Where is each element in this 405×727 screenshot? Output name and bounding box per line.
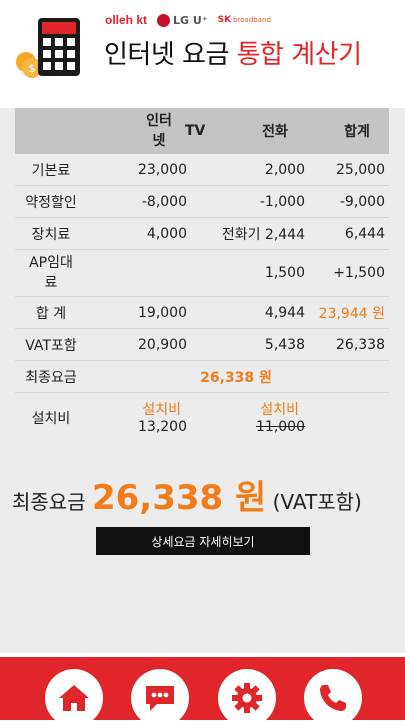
cell-tv: 4,000 bbox=[146, 225, 187, 242]
row-label: AP임대료 bbox=[29, 255, 73, 291]
final-fee-row: 최종요금 26,338 원 bbox=[15, 361, 389, 393]
table-row: AP임대료 1,500 +1,500 bbox=[15, 250, 389, 297]
cell-tv: -8,000 bbox=[141, 193, 187, 210]
cell-total: 23,944 원 bbox=[318, 305, 385, 322]
cell-phone: 2,000 bbox=[264, 161, 305, 178]
cell-total: 6,444 bbox=[344, 225, 385, 242]
summary-suffix: (VAT포함) bbox=[266, 490, 362, 514]
row-label: 기본료 bbox=[31, 162, 71, 179]
chat-button[interactable] bbox=[131, 669, 189, 727]
lg-dot-icon bbox=[157, 13, 171, 27]
home-icon bbox=[59, 685, 89, 711]
table-header: 인터넷 TV 전화 합계 bbox=[15, 108, 389, 154]
header-phone: 전화 bbox=[262, 124, 288, 140]
phone-icon bbox=[320, 685, 346, 711]
row-label: 설치비 bbox=[31, 411, 71, 427]
cell-tv: 23,000 bbox=[138, 161, 187, 178]
sk-logo-text: SK bbox=[217, 14, 232, 25]
title-part1: 인터넷 요금 bbox=[104, 40, 237, 70]
bottom-nav bbox=[0, 657, 405, 727]
header-tv: TV bbox=[185, 123, 206, 139]
cell-total: +1,500 bbox=[333, 265, 385, 281]
title-part2: 통합 계산기 bbox=[236, 40, 362, 70]
cell-phone: 1,500 bbox=[264, 265, 305, 281]
sk-logo: SK broadband bbox=[217, 14, 271, 25]
settings-button[interactable] bbox=[218, 669, 276, 727]
lg-logo: LG U⁺ bbox=[157, 13, 208, 27]
page-title: 인터넷 요금 통합 계산기 bbox=[104, 34, 362, 71]
table-row: 장치료 4,000 전화기 2,444 6,444 bbox=[15, 218, 389, 250]
lg-logo-text: LG U⁺ bbox=[173, 13, 208, 27]
row-label: 합 계 bbox=[35, 305, 67, 322]
cell-phone: 4,944 bbox=[264, 304, 305, 321]
table-row: 합 계 19,000 4,944 23,944 원 bbox=[15, 297, 389, 329]
detail-button[interactable]: 상세요금 자세히보기 bbox=[96, 527, 310, 555]
sk-logo-sub: broadband bbox=[233, 15, 271, 24]
install-phone-value: 11,000 bbox=[256, 419, 305, 435]
cell-phone: 전화기 2,444 bbox=[221, 226, 305, 243]
cell-total: 25,000 bbox=[336, 161, 385, 178]
summary-prefix: 최종요금 bbox=[12, 490, 92, 514]
install-tv-tag: 설치비 bbox=[142, 402, 181, 418]
carrier-logos: olleh kt LG U⁺ SK broadband bbox=[105, 10, 271, 30]
install-row: 설치비 설치비 13,200 설치비 11,000 bbox=[15, 393, 389, 443]
row-label: 최종요금 bbox=[25, 369, 77, 386]
gear-icon bbox=[232, 683, 262, 713]
final-summary: 최종요금 26,338 원 (VAT포함) bbox=[12, 470, 402, 519]
chat-icon bbox=[146, 686, 174, 711]
cell-phone: 5,438 bbox=[264, 336, 305, 353]
table-row: VAT포함 20,900 5,438 26,338 bbox=[15, 329, 389, 361]
header-total: 합계 bbox=[344, 124, 370, 140]
cell-phone: -1,000 bbox=[259, 193, 305, 210]
call-button[interactable] bbox=[304, 669, 362, 727]
row-label: 약정할인 bbox=[25, 194, 77, 211]
app-header: $ olleh kt LG U⁺ SK broadband 인터넷 요금 통합 … bbox=[0, 0, 405, 85]
install-phone: 설치비 11,000 bbox=[187, 401, 305, 435]
summary-amount: 26,338 원 bbox=[91, 478, 267, 518]
svg-text:$: $ bbox=[29, 62, 36, 75]
cell-total: -9,000 bbox=[339, 193, 385, 210]
row-label: VAT포함 bbox=[25, 337, 77, 354]
fee-table: 인터넷 TV 전화 합계 기본료 23,000 2,000 25,000 약정할… bbox=[15, 108, 389, 443]
cell-tv: 20,900 bbox=[138, 336, 187, 353]
row-label: 장치료 bbox=[31, 226, 71, 243]
final-fee-value: 26,338 원 bbox=[200, 369, 272, 386]
cell-tv: 19,000 bbox=[138, 304, 187, 321]
table-row: 약정할인 -8,000 -1,000 -9,000 bbox=[15, 186, 389, 218]
header-internet: 인터넷 bbox=[146, 113, 172, 149]
kt-logo: olleh kt bbox=[105, 13, 148, 27]
cell-total: 26,338 bbox=[336, 336, 385, 353]
install-phone-tag: 설치비 bbox=[260, 402, 299, 418]
table-row: 기본료 23,000 2,000 25,000 bbox=[15, 154, 389, 186]
install-tv: 설치비 13,200 bbox=[87, 401, 187, 435]
calculator-panel: 인터넷 TV 전화 합계 기본료 23,000 2,000 25,000 약정할… bbox=[0, 108, 405, 653]
calculator-icon: $ bbox=[16, 18, 80, 78]
install-tv-value: 13,200 bbox=[138, 419, 187, 435]
home-button[interactable] bbox=[45, 669, 103, 727]
